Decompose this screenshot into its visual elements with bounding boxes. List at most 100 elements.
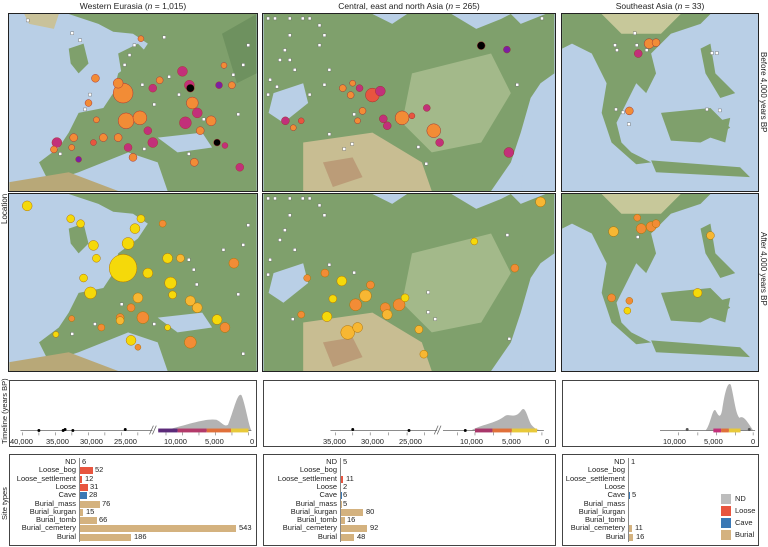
- bar-label: Loose: [55, 481, 76, 491]
- legend-label: ND: [735, 494, 746, 503]
- bar-burial-cemetery: [340, 525, 367, 533]
- map-central-asia-after: [262, 193, 556, 372]
- column-title-southeast-asia: Southeast Asia (n = 33): [561, 1, 759, 11]
- bar-cave: [79, 492, 87, 500]
- legend-label: Burial: [735, 530, 755, 539]
- bar-burial-kurgan: [79, 508, 83, 516]
- tick-label: 5,000: [704, 437, 723, 446]
- timeline-southeast-asia: 10,000 5,000 0: [562, 380, 759, 447]
- legend-label: Cave: [735, 518, 753, 527]
- timeline-central-asia: 35,000 30,000 25,000 10,000 5,000 0: [263, 380, 556, 447]
- timeline-axis-label: Timeline (years BP): [0, 378, 9, 444]
- bar-label: Loose: [316, 481, 337, 491]
- tick-label: 5,000: [502, 437, 521, 446]
- tick-label: 30,000: [361, 437, 384, 446]
- title-text: Central, east and north Asia (: [338, 1, 449, 11]
- bar-label: Burial_kurgan: [578, 506, 625, 516]
- bar-label: Loose_bog: [587, 465, 625, 475]
- bar-label: Loose_settlement: [16, 473, 76, 483]
- bar-loose: [79, 483, 88, 491]
- bar-value: 6: [82, 457, 87, 466]
- bar-value: 92: [370, 523, 379, 533]
- map-graphic: [263, 194, 555, 371]
- bar-value: 2: [343, 481, 348, 491]
- bar-label: Cave: [607, 490, 625, 500]
- bar-value: 11: [635, 523, 643, 533]
- bar-axis: [627, 458, 629, 542]
- bar-burial-cemetery: [79, 525, 236, 533]
- bar-label: Cave: [58, 490, 76, 500]
- row-label-before: Before 4,000 years BP: [759, 52, 768, 133]
- tick-label: 0: [250, 437, 255, 446]
- bar-burial: [79, 533, 131, 541]
- bar-value: 11: [346, 473, 354, 483]
- map-western-eurasia-before: [8, 13, 258, 192]
- bar-label: Loose_bog: [299, 465, 337, 475]
- bar-label: Burial_kurgan: [29, 506, 76, 516]
- bar-label: Burial_cemetery: [570, 523, 625, 533]
- n-symbol: n: [677, 1, 683, 11]
- bar-value: 6: [343, 490, 348, 500]
- bar-label: Loose_settlement: [277, 473, 337, 483]
- bar-label: Burial_mass: [583, 498, 625, 508]
- map-graphic: [562, 194, 750, 358]
- tick-label: 10,000: [164, 437, 187, 446]
- title-count: = 265): [453, 1, 480, 11]
- bar-loose-settlement: [79, 475, 82, 483]
- legend-swatch: [721, 517, 731, 528]
- map-graphic: [562, 14, 750, 178]
- legend-item-loose: Loose: [721, 505, 755, 516]
- timeline-western-eurasia: 40,000 35,000 30,000 25,000 10,000 5,000…: [9, 380, 257, 447]
- tick-label: 10,000: [663, 437, 686, 446]
- tick-label: 35,000: [46, 437, 69, 446]
- tick-label: 40,000: [10, 437, 33, 446]
- bar-burial-tomb: [79, 517, 97, 525]
- bar-label: Burial_mass: [34, 498, 76, 508]
- n-symbol: n: [147, 1, 153, 11]
- bar-label: Burial: [317, 531, 337, 541]
- map-southeast-asia-before: [561, 13, 759, 192]
- tick-label: 30,000: [80, 437, 103, 446]
- bar-label: Burial_cemetery: [282, 523, 337, 533]
- bar-chart: ND 1 Loose_bog Loose_settlement Loose Ca…: [563, 458, 760, 544]
- row-label-after: After 4,000 years BP: [759, 232, 768, 306]
- bar-nd: [340, 459, 341, 466]
- bar-label: ND: [614, 457, 625, 466]
- legend-swatch: [721, 529, 731, 540]
- bar-loose-bog: [79, 467, 93, 475]
- column-title-central-asia: Central, east and north Asia (n = 265): [262, 1, 556, 11]
- bar-value: 52: [95, 465, 104, 475]
- bar-label: Loose_settlement: [565, 473, 625, 483]
- bar-burial: [340, 533, 354, 541]
- bar-label: Burial: [56, 531, 76, 541]
- bar-chart: ND 5 Loose_bog Loose_settlement 11 Loose…: [264, 458, 557, 544]
- timeline-graphic: [660, 384, 756, 436]
- map-western-eurasia-after: [8, 193, 258, 372]
- bar-cave: [340, 492, 342, 500]
- bar-label: Burial_tomb: [35, 515, 76, 525]
- bar-burial-kurgan: [340, 508, 363, 516]
- bar-label: ND: [65, 457, 76, 466]
- bar-value: 76: [102, 498, 111, 508]
- legend-label: Loose: [735, 506, 756, 515]
- bar-value: 543: [239, 523, 252, 533]
- tick-label: 5,000: [205, 437, 224, 446]
- site-types-axis-label: Site types: [0, 487, 9, 520]
- bar-axis: [339, 458, 341, 542]
- bar-value: 186: [134, 531, 147, 541]
- timeline-graphic: [20, 394, 252, 436]
- bar-value: 80: [366, 506, 375, 516]
- legend: ND Loose Cave Burial: [721, 493, 755, 541]
- column-title-western-eurasia: Western Eurasia (n = 1,015): [8, 1, 258, 11]
- site-types-central-asia: ND 5 Loose_bog Loose_settlement 11 Loose…: [263, 454, 556, 546]
- bar-axis: [78, 458, 80, 542]
- bar-label: Loose: [604, 481, 625, 491]
- bar-loose-settlement: [340, 475, 343, 483]
- map-southeast-asia-after: [561, 193, 759, 372]
- bar-label: ND: [326, 457, 337, 466]
- timeline-graphic: [330, 409, 544, 436]
- legend-swatch: [721, 493, 731, 504]
- bar-value: 31: [90, 481, 99, 491]
- legend-swatch: [721, 505, 731, 516]
- bar-value: 1: [631, 457, 636, 466]
